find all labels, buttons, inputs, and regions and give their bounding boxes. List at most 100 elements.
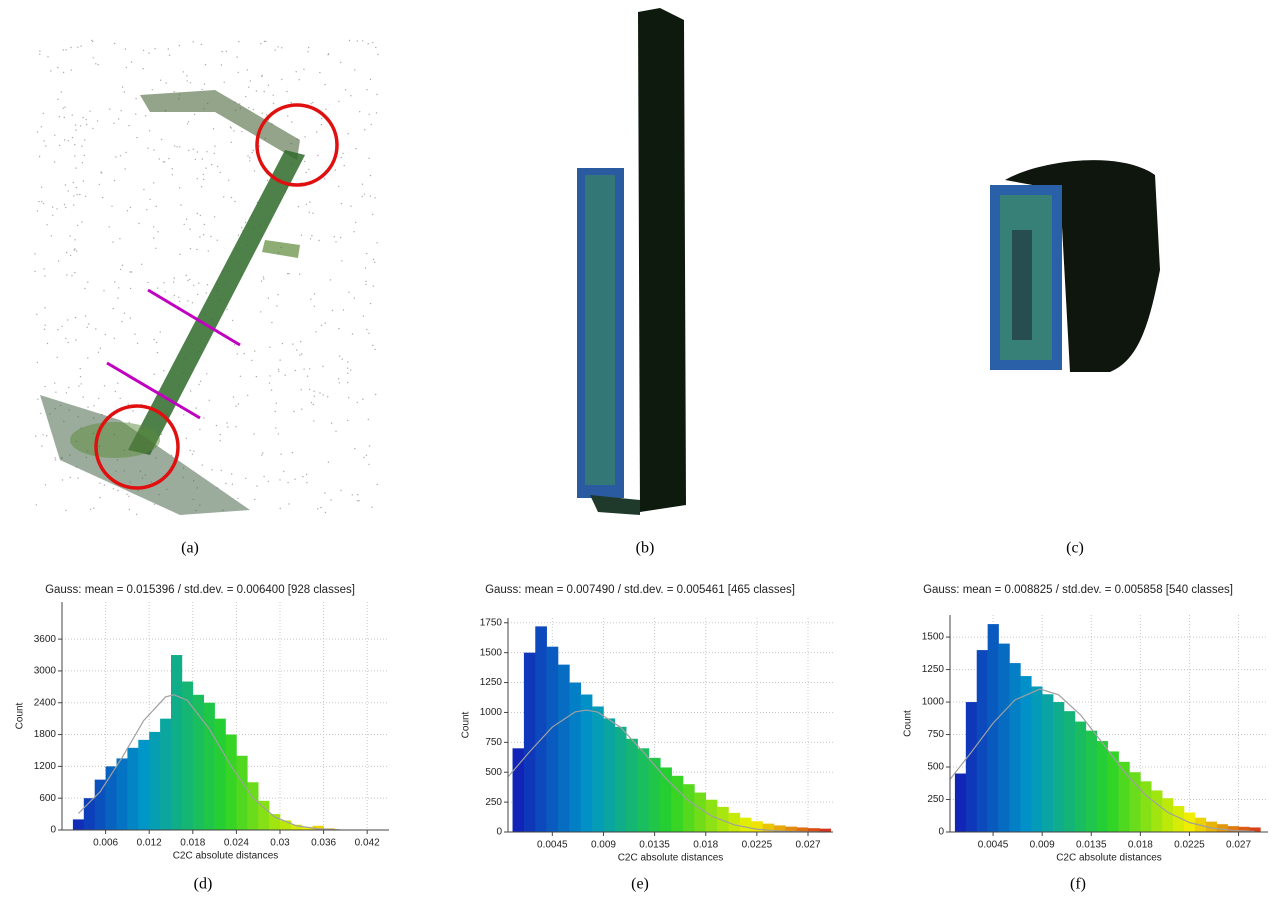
speckle bbox=[40, 412, 42, 415]
speckle bbox=[307, 104, 309, 106]
speckle bbox=[353, 297, 355, 299]
speckle bbox=[156, 341, 158, 344]
speckle bbox=[123, 449, 126, 452]
speckle bbox=[340, 236, 342, 239]
speckle bbox=[325, 108, 327, 110]
speckle bbox=[255, 90, 258, 92]
speckle bbox=[42, 202, 45, 205]
speckle bbox=[68, 386, 70, 389]
x-tick-label: 0.0225 bbox=[1174, 840, 1205, 851]
histogram-bar bbox=[116, 758, 128, 830]
x-tick-label: 0.009 bbox=[1030, 840, 1055, 851]
speckle bbox=[210, 318, 213, 320]
histogram-bar bbox=[225, 734, 237, 830]
histogram-bar bbox=[819, 828, 832, 832]
speckle bbox=[146, 209, 148, 211]
speckle bbox=[245, 477, 247, 480]
histogram-bar bbox=[728, 812, 741, 832]
speckle bbox=[159, 331, 161, 333]
speckle bbox=[246, 69, 249, 71]
speckle bbox=[271, 123, 273, 125]
speckle bbox=[320, 324, 323, 327]
speckle bbox=[267, 297, 270, 299]
speckle bbox=[281, 78, 283, 81]
speckle bbox=[87, 450, 89, 452]
speckle bbox=[155, 205, 157, 207]
speckle bbox=[60, 91, 62, 93]
histogram-bar bbox=[269, 814, 281, 830]
marker-line bbox=[147, 288, 241, 347]
speckle bbox=[115, 156, 117, 158]
speckle bbox=[374, 261, 376, 264]
speckle bbox=[168, 54, 171, 56]
speckle bbox=[288, 503, 290, 505]
speckle bbox=[46, 224, 48, 226]
speckle bbox=[233, 130, 235, 132]
speckle bbox=[374, 197, 376, 199]
histogram-bar bbox=[592, 706, 604, 832]
speckle bbox=[351, 333, 354, 335]
speckle bbox=[263, 475, 265, 478]
speckle bbox=[182, 476, 184, 478]
speckle bbox=[354, 448, 356, 450]
speckle bbox=[351, 494, 353, 496]
speckle bbox=[179, 253, 181, 255]
speckle bbox=[227, 270, 229, 273]
y-tick-label: 750 bbox=[485, 737, 502, 748]
y-tick-label: 600 bbox=[39, 793, 56, 804]
speckle bbox=[59, 404, 62, 406]
speckle bbox=[57, 98, 59, 101]
histogram-bar bbox=[660, 767, 672, 832]
speckle bbox=[98, 397, 100, 400]
speckle bbox=[222, 509, 224, 511]
speckle bbox=[206, 284, 209, 286]
speckle bbox=[154, 48, 156, 50]
y-tick-label: 3600 bbox=[34, 634, 57, 645]
speckle bbox=[372, 285, 374, 287]
speckle bbox=[221, 50, 223, 53]
speckle bbox=[118, 287, 120, 289]
speckle bbox=[164, 109, 167, 112]
histogram-bar bbox=[535, 626, 547, 832]
speckle bbox=[202, 234, 205, 236]
speckle bbox=[153, 373, 155, 375]
speckle bbox=[354, 69, 356, 71]
histogram-bar bbox=[149, 731, 161, 830]
speckle bbox=[247, 394, 249, 397]
x-tick-label: 0.006 bbox=[93, 838, 118, 849]
speckle bbox=[178, 98, 180, 100]
speckle bbox=[202, 178, 205, 181]
speckle bbox=[187, 279, 189, 282]
speckle bbox=[248, 86, 250, 88]
speckle bbox=[142, 49, 145, 51]
histogram-bar bbox=[762, 823, 775, 832]
speckle bbox=[55, 391, 57, 393]
speckle bbox=[143, 188, 145, 191]
speckle bbox=[142, 68, 144, 70]
speckle bbox=[219, 440, 221, 442]
speckle bbox=[367, 418, 369, 421]
speckle bbox=[277, 46, 279, 48]
speckle bbox=[185, 437, 188, 439]
speckle bbox=[128, 495, 130, 497]
speckle bbox=[129, 271, 131, 273]
speckle bbox=[178, 44, 181, 47]
speckle bbox=[56, 356, 58, 359]
speckle bbox=[365, 283, 367, 286]
speckle bbox=[65, 206, 67, 209]
speckle bbox=[130, 61, 133, 63]
y-tick-label: 250 bbox=[927, 794, 944, 805]
speckle bbox=[92, 40, 94, 43]
speckle bbox=[79, 125, 82, 127]
histogram-bar bbox=[1085, 730, 1098, 832]
y-tick-label: 500 bbox=[485, 767, 502, 778]
speckle bbox=[99, 347, 102, 349]
speckle bbox=[198, 282, 200, 284]
speckle bbox=[295, 71, 297, 73]
speckle bbox=[234, 200, 236, 203]
speckle bbox=[160, 138, 163, 141]
corridor bbox=[140, 90, 300, 160]
speckle bbox=[260, 43, 262, 45]
y-tick-label: 1200 bbox=[34, 761, 57, 772]
speckle bbox=[189, 248, 192, 250]
